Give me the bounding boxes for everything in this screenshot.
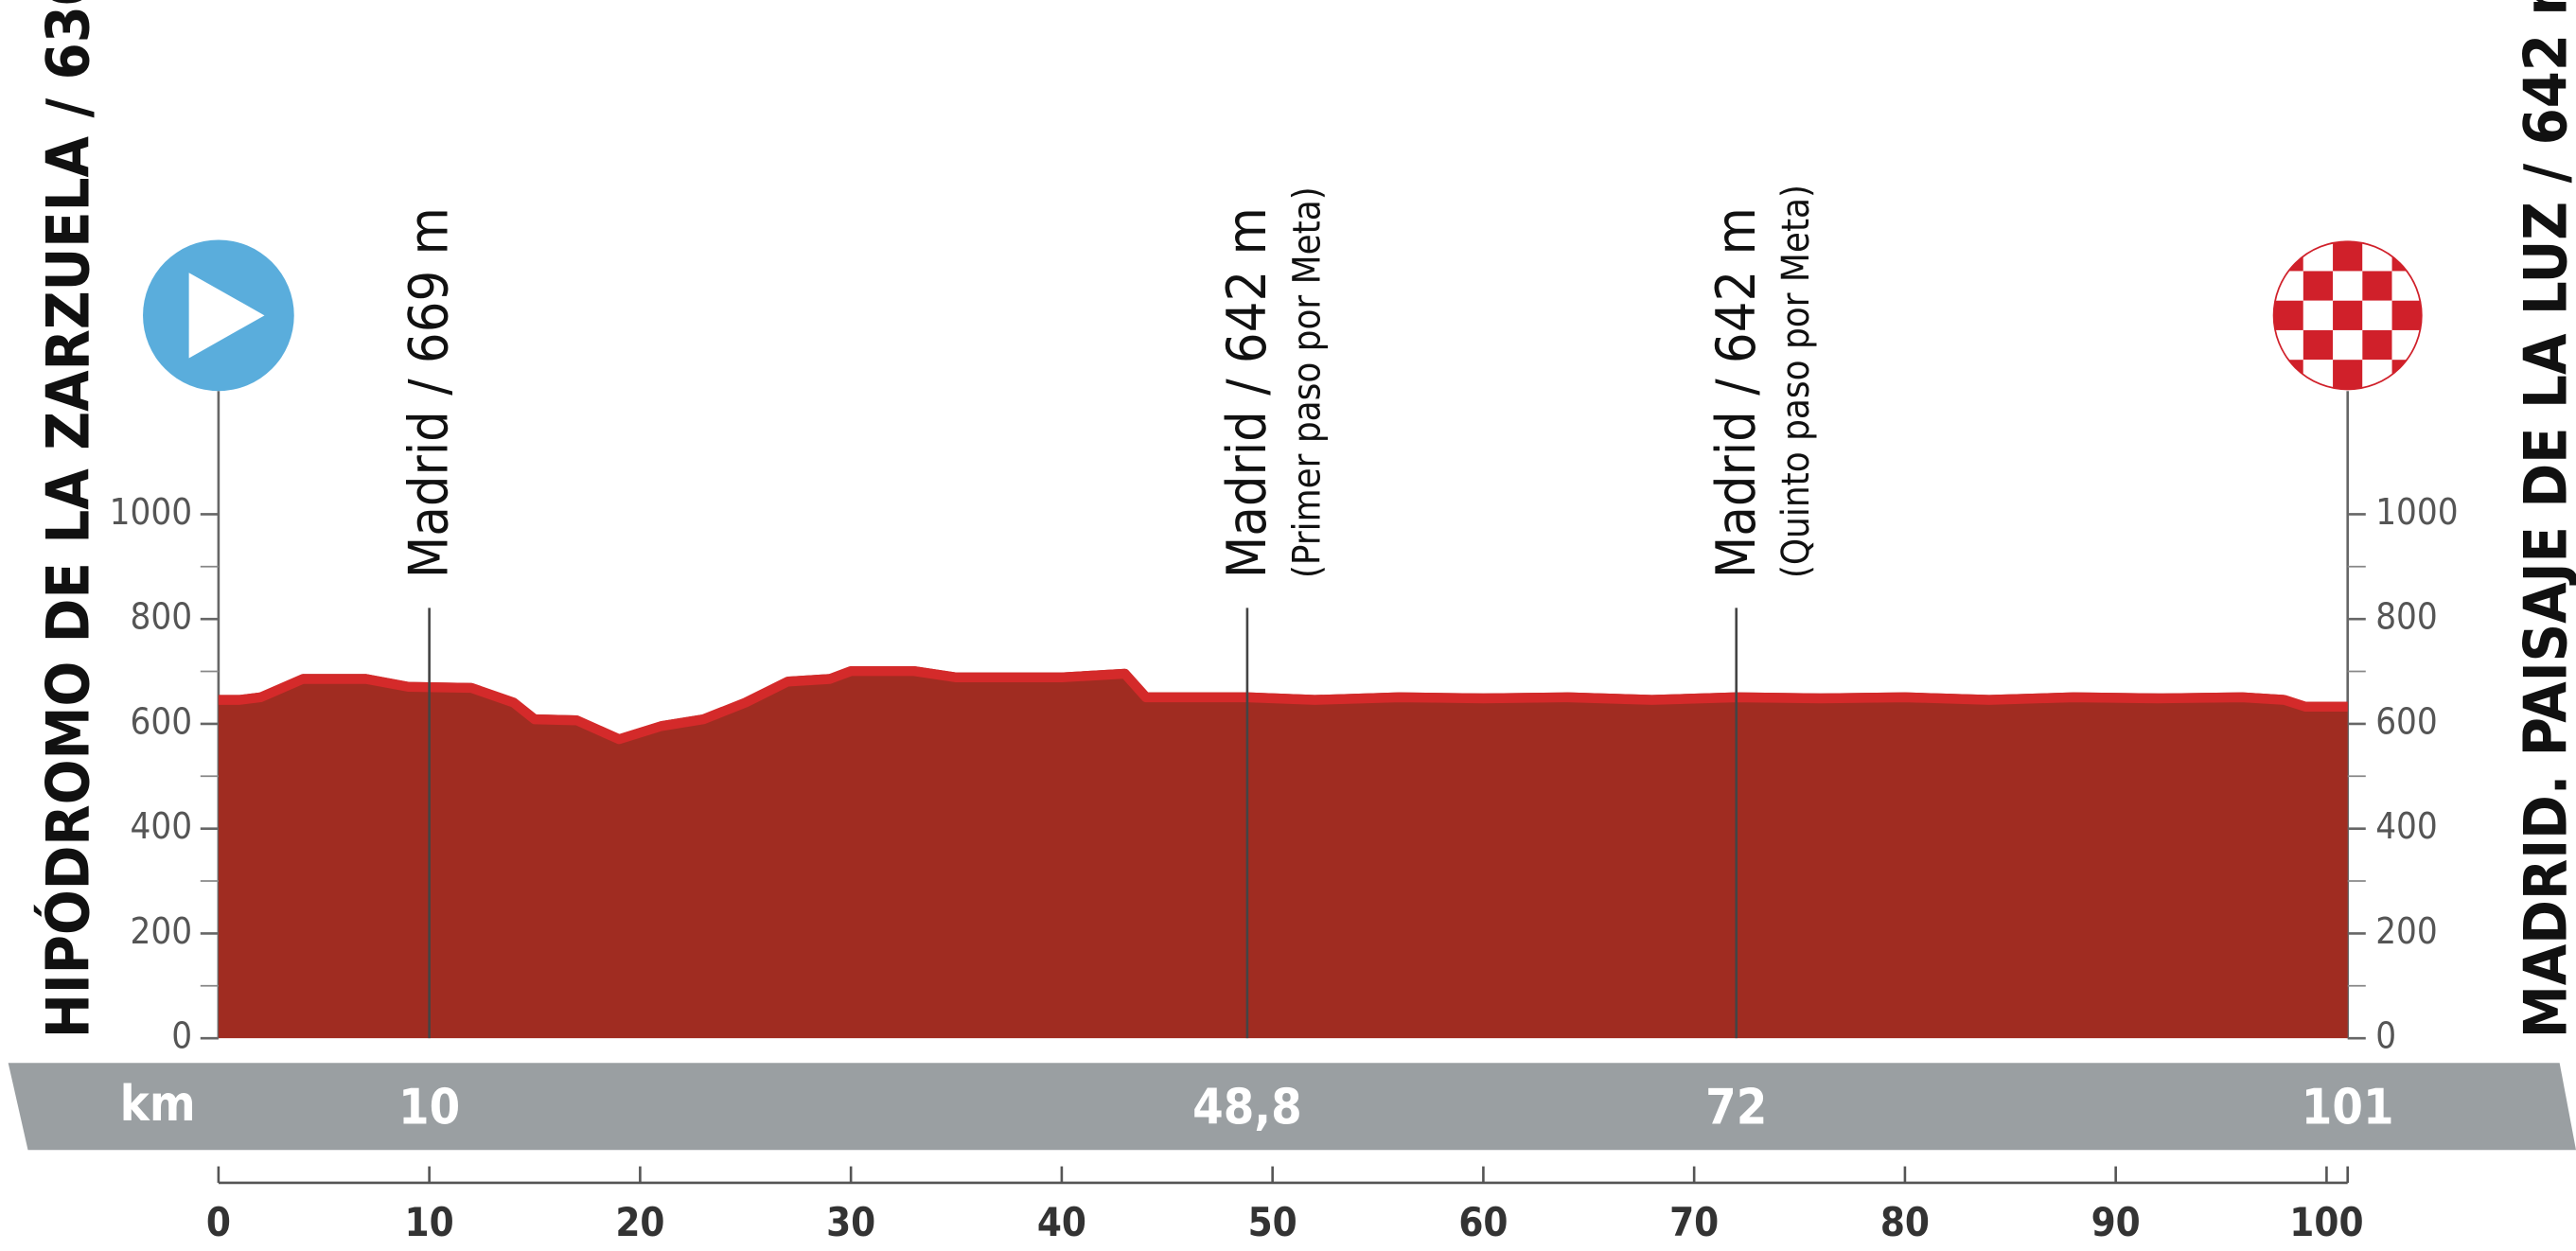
checker-square bbox=[2273, 241, 2303, 272]
checker-square bbox=[2391, 300, 2422, 330]
x-tick-label: 60 bbox=[1458, 1199, 1508, 1245]
waypoint-label: Madrid / 669 m bbox=[397, 207, 461, 578]
y2-tick-label: 600 bbox=[2375, 701, 2438, 743]
checker-square bbox=[2362, 300, 2392, 330]
checker-square bbox=[2333, 300, 2363, 330]
y2-tick-label: 800 bbox=[2375, 597, 2438, 639]
checker-ring bbox=[2272, 240, 2423, 391]
checker bbox=[2273, 241, 2422, 390]
checker-square bbox=[2391, 329, 2422, 361]
y-tick-label: 1000 bbox=[110, 492, 192, 534]
y-tick-label: 800 bbox=[131, 597, 193, 639]
checker-square bbox=[2303, 271, 2334, 301]
checker-square bbox=[2362, 329, 2392, 361]
checker-square bbox=[2391, 360, 2422, 390]
y-tick-label: 200 bbox=[131, 911, 193, 953]
y2-tick-label: 0 bbox=[2375, 1016, 2396, 1058]
x-tick-label: 80 bbox=[1880, 1199, 1930, 1245]
checker-square bbox=[2273, 300, 2303, 330]
waypoint-note: (Primer paso por Meta) bbox=[1285, 186, 1329, 578]
y-tick-label: 600 bbox=[131, 701, 193, 743]
waypoint-label: Madrid / 642 m bbox=[1215, 207, 1279, 578]
x-tick-label: 0 bbox=[206, 1199, 231, 1245]
x-tick-label: 20 bbox=[615, 1199, 664, 1245]
checker-square bbox=[2303, 360, 2334, 390]
x-tick-label: 90 bbox=[2091, 1199, 2141, 1245]
checker-square bbox=[2273, 329, 2303, 361]
distance-unit: km bbox=[120, 1076, 196, 1133]
checker-square bbox=[2333, 329, 2363, 361]
x-tick-label: 100 bbox=[2289, 1199, 2363, 1245]
x-tick-label: 40 bbox=[1037, 1199, 1086, 1245]
finish-icon bbox=[2272, 240, 2423, 1039]
y2-tick-label: 400 bbox=[2375, 806, 2438, 848]
checker-square bbox=[2273, 360, 2303, 390]
x-tick-label: 50 bbox=[1248, 1199, 1297, 1245]
y2-tick-label: 1000 bbox=[2375, 492, 2458, 534]
checker-square bbox=[2362, 360, 2392, 390]
profile-area bbox=[218, 665, 2348, 1039]
checker-square bbox=[2333, 360, 2363, 390]
y-tick-label: 0 bbox=[171, 1016, 192, 1058]
checker-square bbox=[2391, 271, 2422, 301]
distance-marker: 72 bbox=[1705, 1080, 1767, 1136]
waypoint-label: Madrid / 642 m bbox=[1704, 207, 1768, 578]
finish-title: MADRID. PAISAJE DE LA LUZ / 642 m bbox=[2511, 0, 2576, 1038]
checker-square bbox=[2303, 241, 2334, 272]
checker-square bbox=[2273, 271, 2303, 301]
waypoint-note: (Quinto paso por Meta) bbox=[1774, 185, 1818, 578]
checker-square bbox=[2303, 329, 2334, 361]
distance-marker: 10 bbox=[398, 1080, 460, 1136]
x-tick-label: 70 bbox=[1669, 1199, 1719, 1245]
checker-square bbox=[2362, 271, 2392, 301]
profile-top bbox=[218, 665, 2348, 745]
start-title: HIPÓDROMO DE LA ZARZUELA / 630 m bbox=[33, 0, 102, 1038]
y2-tick-label: 200 bbox=[2375, 911, 2438, 953]
checker-square bbox=[2391, 241, 2422, 272]
x-tick-label: 10 bbox=[405, 1199, 454, 1245]
distance-marker: 101 bbox=[2302, 1080, 2394, 1136]
y-tick-label: 400 bbox=[131, 806, 193, 848]
checker-square bbox=[2333, 241, 2363, 272]
checker-square bbox=[2303, 300, 2334, 330]
x-tick-label: 30 bbox=[826, 1199, 875, 1245]
distance-band bbox=[8, 1063, 2576, 1151]
checker-square bbox=[2362, 241, 2392, 272]
checker-square bbox=[2333, 271, 2363, 301]
distance-marker: 48,8 bbox=[1192, 1080, 1302, 1136]
